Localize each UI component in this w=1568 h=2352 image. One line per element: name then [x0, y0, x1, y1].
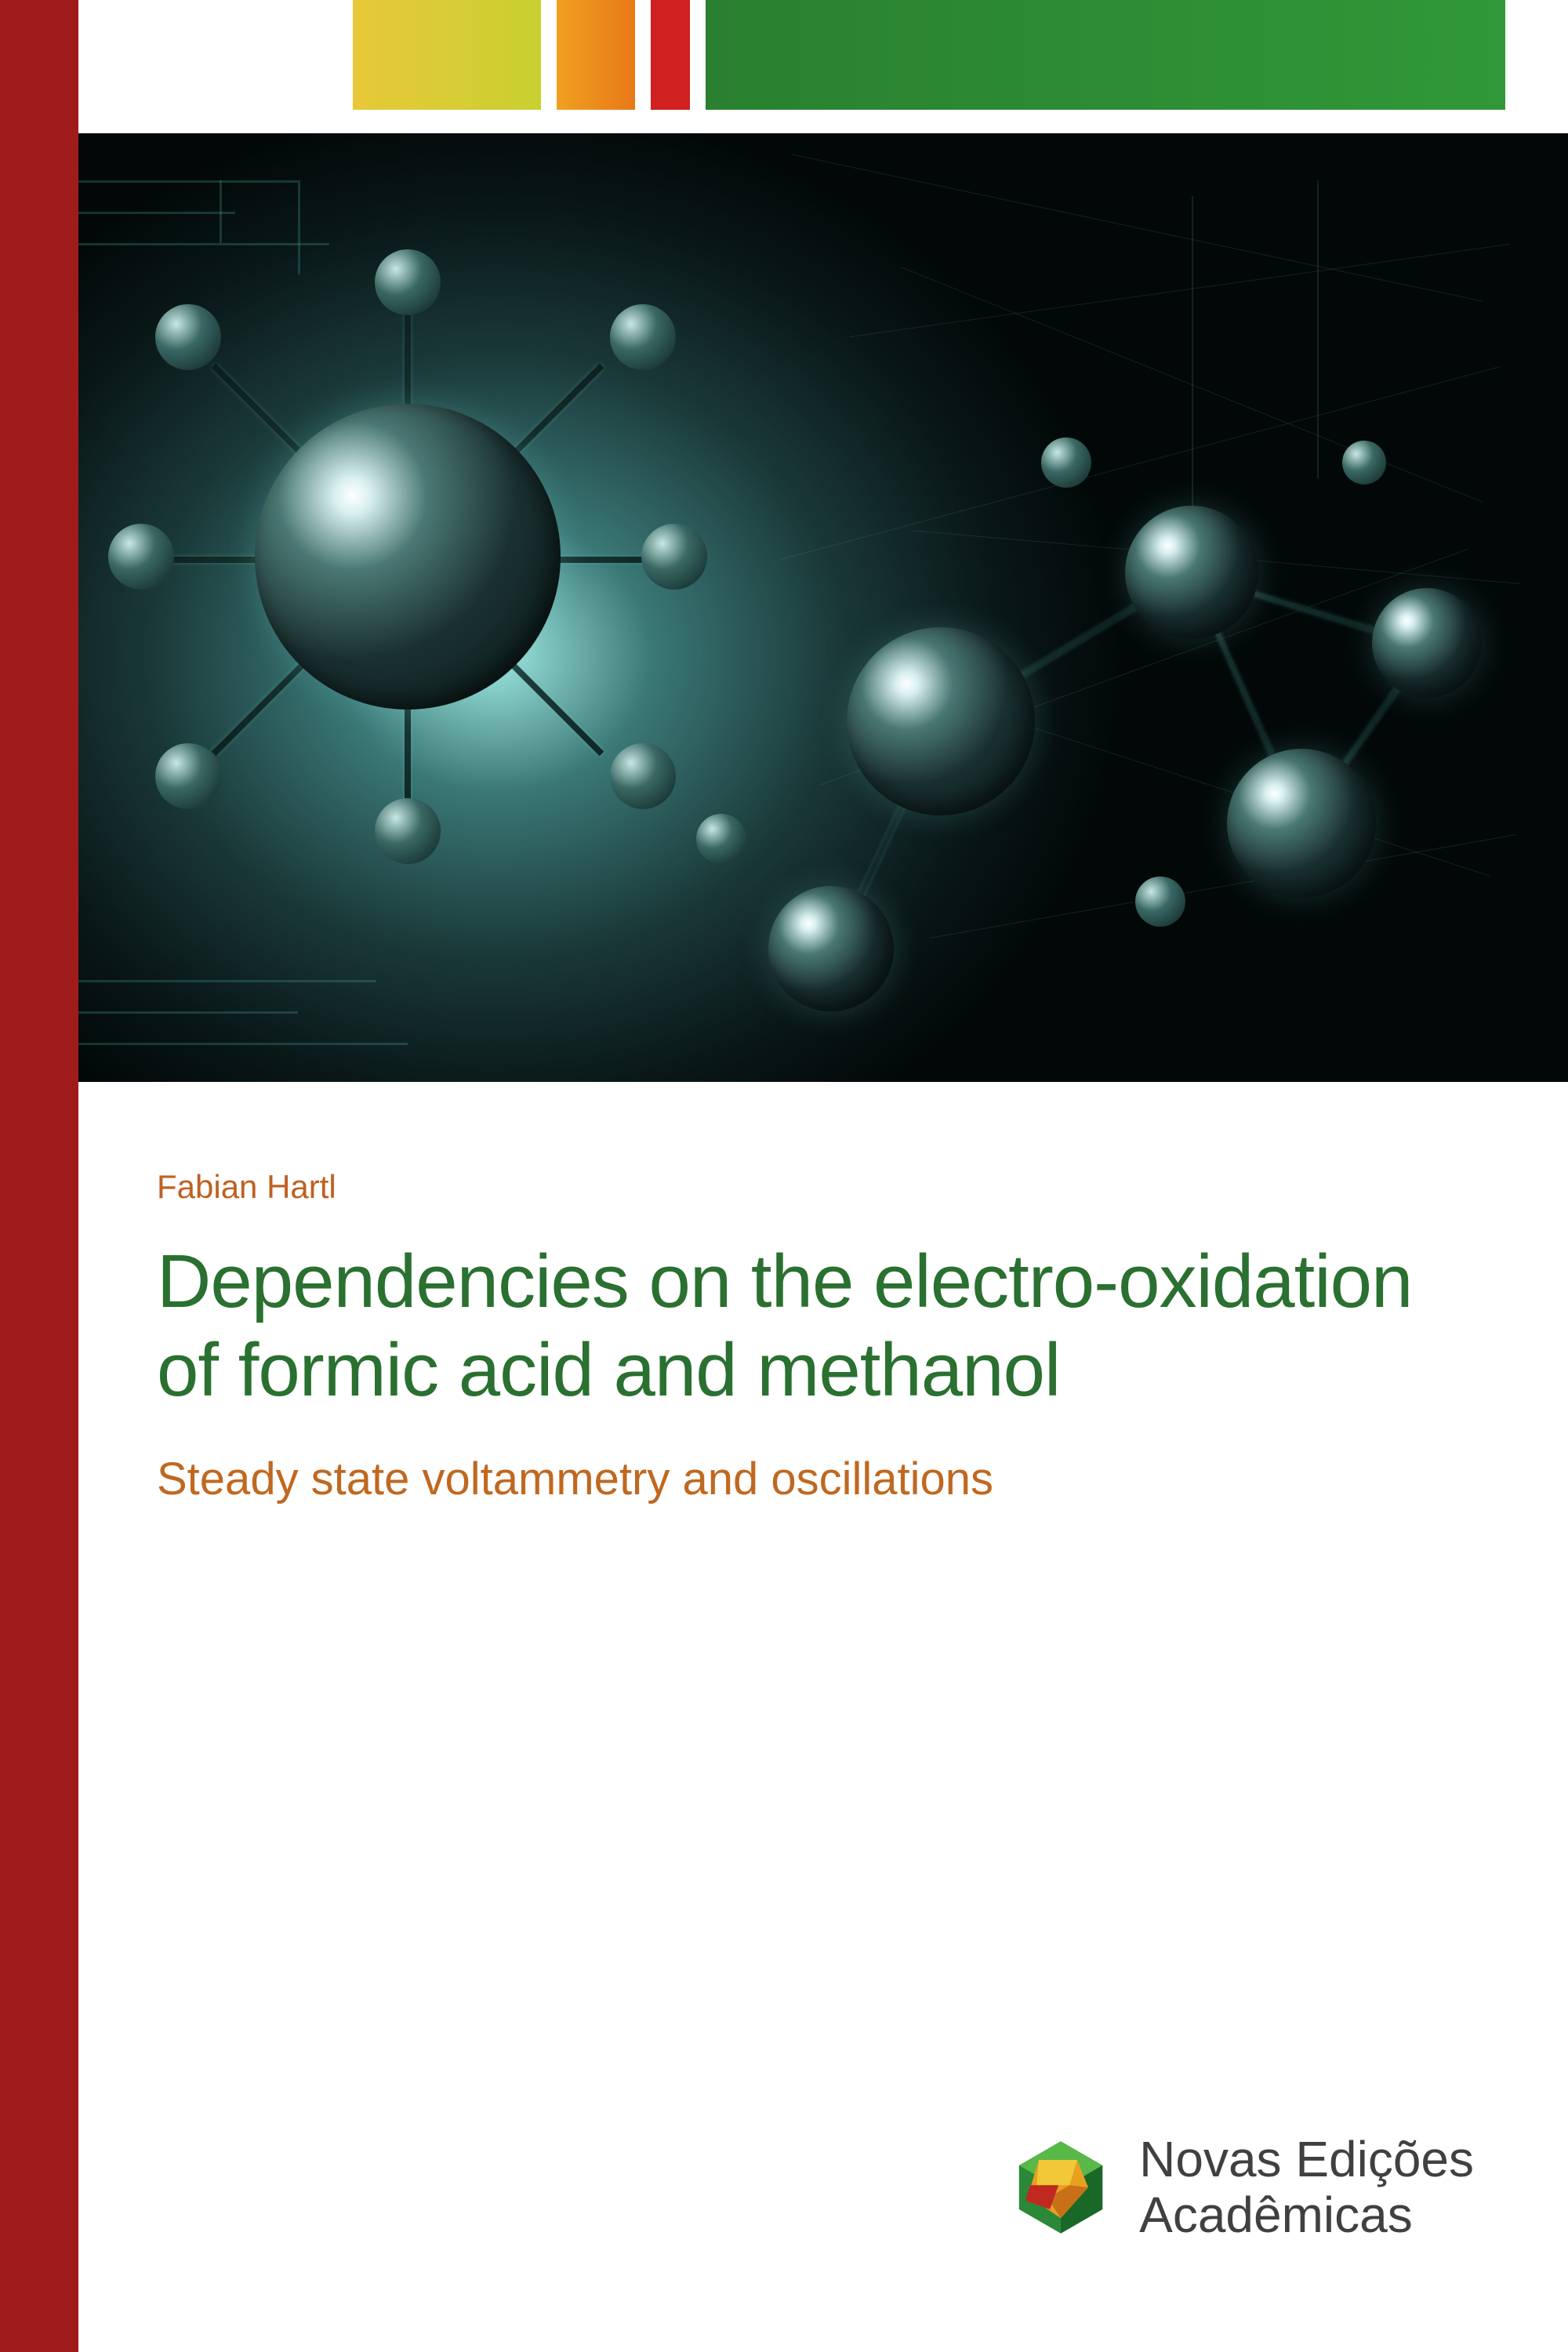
circuit-trace	[78, 1043, 408, 1045]
publisher-text: Novas Edições Acadêmicas	[1139, 2132, 1474, 2242]
author-name: Fabian Hartl	[157, 1168, 1490, 1206]
secondary-sphere	[1372, 588, 1482, 698]
secondary-sphere	[847, 627, 1035, 815]
top-color-bars	[353, 0, 1505, 110]
circuit-trace	[220, 180, 222, 243]
bar-green	[706, 0, 1505, 110]
secondary-sphere	[768, 886, 894, 1011]
bar-yellow	[353, 0, 541, 110]
left-stripe	[0, 0, 78, 2352]
book-title: Dependencies on the electro-oxidation of…	[157, 1237, 1490, 1415]
small-sphere	[375, 249, 441, 315]
small-sphere	[1041, 437, 1091, 488]
circuit-trace	[78, 212, 235, 214]
small-sphere	[610, 743, 676, 809]
main-sphere	[255, 404, 561, 710]
book-subtitle: Steady state voltammetry and oscillation…	[157, 1453, 1490, 1505]
small-sphere	[610, 304, 676, 370]
publisher-line2: Acadêmicas	[1139, 2187, 1474, 2242]
bar-orange	[557, 0, 635, 110]
small-sphere	[696, 814, 746, 864]
publisher-block: Novas Edições Acadêmicas	[1006, 2132, 1474, 2242]
small-sphere	[1135, 877, 1185, 927]
bar-red	[651, 0, 690, 110]
small-sphere	[108, 524, 174, 590]
circuit-trace	[78, 1011, 298, 1014]
circuit-trace	[78, 243, 329, 245]
secondary-sphere	[1227, 749, 1376, 898]
circuit-trace	[298, 180, 300, 274]
small-sphere	[641, 524, 707, 590]
publisher-line1: Novas Edições	[1139, 2132, 1474, 2187]
secondary-sphere	[1125, 506, 1258, 639]
small-sphere	[155, 743, 221, 809]
wire-line	[850, 244, 1510, 337]
small-sphere	[375, 798, 441, 864]
content-block: Fabian Hartl Dependencies on the electro…	[157, 1168, 1490, 1505]
wire-line	[792, 154, 1483, 301]
hero-image	[78, 133, 1568, 1082]
wire-line	[1317, 180, 1319, 478]
small-sphere	[155, 304, 221, 370]
circuit-trace	[78, 980, 376, 982]
publisher-logo-icon	[1006, 2132, 1116, 2242]
circuit-trace	[78, 180, 298, 183]
small-sphere	[1342, 441, 1386, 485]
wire-line	[930, 834, 1517, 938]
wire-line	[1192, 196, 1193, 510]
